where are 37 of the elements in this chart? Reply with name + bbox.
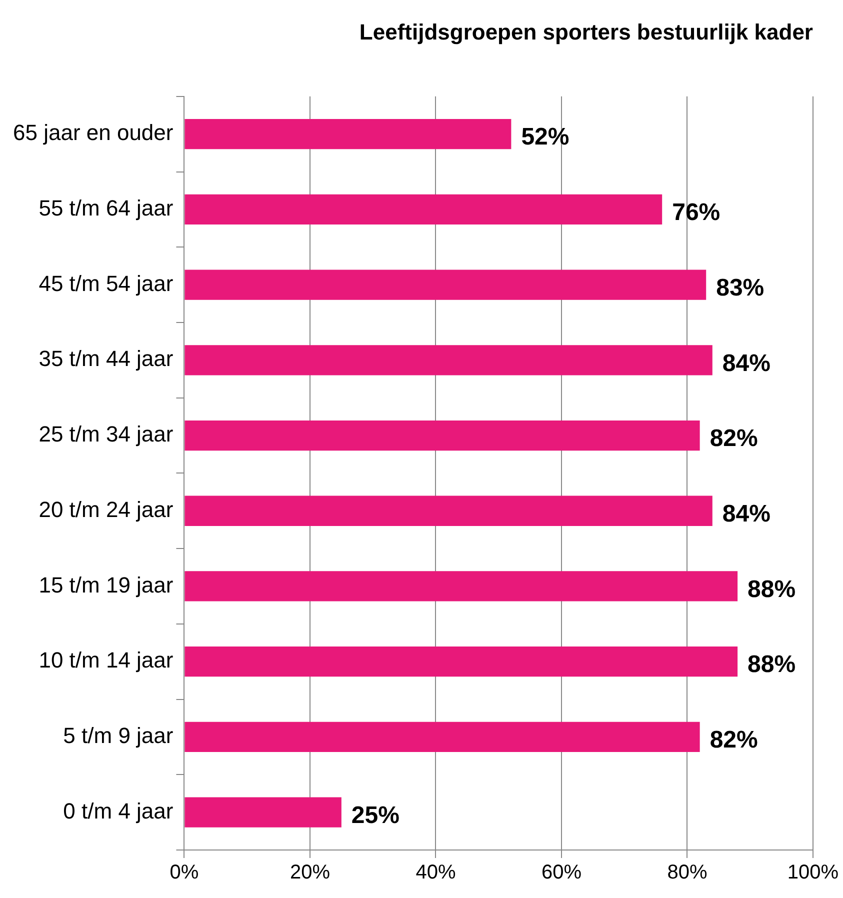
bar <box>184 194 662 225</box>
y-tick-label: 35 t/m 44 jaar <box>38 346 174 372</box>
bar <box>184 797 342 828</box>
y-tick-label: 65 jaar en ouder <box>12 120 174 146</box>
x-tick-label: 80% <box>667 862 708 884</box>
x-tick-label: 0% <box>170 862 199 884</box>
y-tick-label: 0 t/m 4 jaar <box>63 798 174 824</box>
y-tick-label: 15 t/m 19 jaar <box>38 572 174 598</box>
bar <box>184 571 738 602</box>
y-tick-label: 20 t/m 24 jaar <box>38 496 174 522</box>
bar <box>184 722 700 752</box>
y-tick-label: 45 t/m 54 jaar <box>38 270 174 296</box>
data-label: 82% <box>710 425 758 452</box>
bar <box>184 420 700 451</box>
data-label: 76% <box>672 199 720 226</box>
x-tick-label: 40% <box>416 862 456 884</box>
y-tick-label: 55 t/m 64 jaar <box>38 196 174 221</box>
data-label: 83% <box>716 274 764 302</box>
data-label: 82% <box>710 726 758 754</box>
x-tick-label: 60% <box>541 862 582 884</box>
data-label: 84% <box>722 350 770 377</box>
bar <box>184 646 738 677</box>
bar <box>184 270 706 300</box>
bar <box>184 119 512 150</box>
x-tick-label: 100% <box>787 862 839 884</box>
x-tick-label: 20% <box>290 862 330 884</box>
data-label: 25% <box>351 802 400 829</box>
data-label: 88% <box>748 651 796 678</box>
bar <box>184 496 712 526</box>
data-label: 88% <box>748 576 796 603</box>
data-label: 52% <box>521 124 570 151</box>
chart-title: Leeftijdsgroepen sporters bestuurlijk kader <box>359 19 814 44</box>
bar <box>184 345 712 376</box>
data-label: 84% <box>722 500 770 528</box>
y-tick-label: 5 t/m 9 jaar <box>63 723 174 748</box>
y-tick-label: 25 t/m 34 jaar <box>38 422 174 447</box>
y-tick-label: 10 t/m 14 jaar <box>38 648 174 673</box>
